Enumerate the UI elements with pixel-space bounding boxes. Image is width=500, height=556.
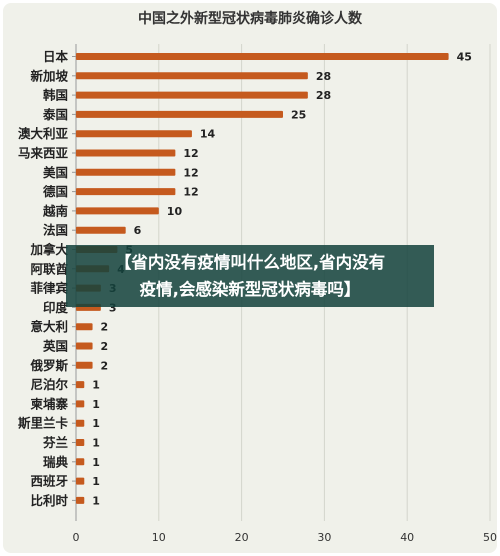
category-label: 加拿大 [29,242,68,257]
category-label: 印度 [43,300,69,315]
value-label: 1 [92,437,100,450]
category-label: 澳大利亚 [18,126,69,141]
value-label: 1 [92,494,100,507]
bar [76,361,93,369]
category-label: 日本 [43,49,69,64]
value-label: 25 [291,108,306,121]
category-label: 法国 [43,223,68,238]
bar [76,91,308,99]
category-label: 菲律宾 [30,281,68,296]
bar [76,110,283,118]
category-label: 芬兰 [42,435,69,450]
value-label: 1 [92,417,100,430]
category-label: 阿联酋 [30,261,68,276]
bar [76,226,126,234]
x-tick-label: 0 [73,531,80,544]
value-label: 14 [200,128,216,141]
category-label: 柬埔寨 [29,396,68,411]
bar [76,419,85,427]
bar [76,168,176,176]
category-label: 泰国 [42,107,68,122]
bar [76,323,93,331]
category-label: 尼泊尔 [30,377,68,392]
value-label: 3 [109,301,117,314]
value-label: 2 [101,359,109,372]
category-label: 意大利 [30,319,68,334]
bar [76,477,85,485]
bar [76,381,85,389]
category-label: 俄罗斯 [29,358,68,373]
bar [76,188,176,196]
category-label: 比利时 [30,493,68,508]
bar [76,53,449,60]
bar [76,458,85,466]
value-label: 2 [101,321,109,334]
category-label: 马来西亚 [18,146,69,161]
bar [76,72,308,80]
category-label: 瑞典 [43,454,69,469]
value-label: 1 [92,456,100,469]
category-label: 新加坡 [30,68,68,83]
chart-title: 中国之外新型冠状病毒肺炎确诊人数 [138,11,362,27]
bar [76,400,85,408]
overlay-line-2: 疫情,会感染新型冠状病毒吗】 [139,280,361,299]
x-tick-label: 50 [483,531,497,544]
bar [76,439,85,446]
value-label: 45 [457,51,472,64]
value-label: 12 [183,166,198,179]
x-tick-label: 30 [317,531,331,544]
bar [76,342,93,350]
category-label: 西班牙 [30,474,68,489]
category-label: 斯里兰卡 [18,416,69,431]
value-label: 12 [183,147,198,160]
category-label: 英国 [43,339,68,354]
value-label: 28 [316,70,331,83]
value-label: 1 [92,379,100,392]
article-title-overlay[interactable]: 【省内没有疫情叫什么地区,省内没有 疫情,会感染新型冠状病毒吗】 [66,245,434,307]
value-label: 12 [183,186,198,199]
x-tick-label: 40 [400,531,414,544]
value-label: 10 [167,205,183,218]
value-label: 2 [101,340,109,353]
bar [76,496,85,504]
category-label: 越南 [42,203,69,218]
bar [76,207,159,215]
bar [76,130,192,138]
value-label: 28 [316,89,331,102]
value-label: 1 [92,398,100,411]
category-label: 韩国 [43,88,68,103]
overlay-line-1: 【省内没有疫情叫什么地区,省内没有 [114,253,386,272]
bar [76,149,176,157]
value-label: 1 [92,475,100,488]
category-label: 美国 [43,165,68,180]
category-label: 德国 [43,184,68,199]
x-tick-label: 10 [152,531,166,544]
x-tick-label: 20 [235,531,249,544]
value-label: 6 [134,224,142,237]
